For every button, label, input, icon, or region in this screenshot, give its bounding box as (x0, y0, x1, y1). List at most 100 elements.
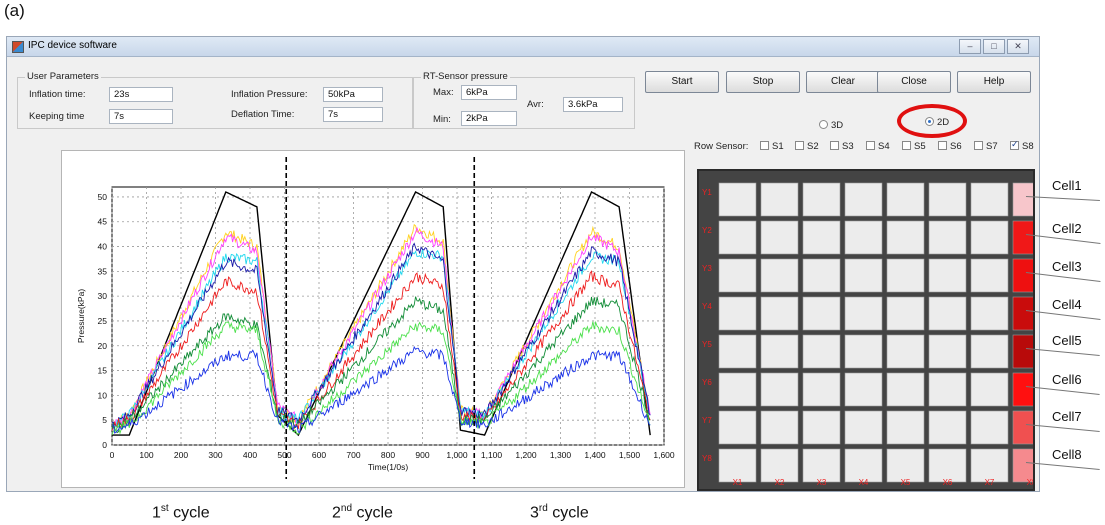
checkbox-box (1010, 139, 1019, 150)
heatmap-cell (718, 258, 757, 293)
heatmap-cell (928, 182, 967, 217)
checkbox-box (938, 141, 947, 150)
row-sensor-checkbox-s8[interactable]: S8 (1010, 139, 1034, 152)
series-line-5 (111, 242, 651, 429)
x-tick-label: 1,300 (550, 450, 572, 460)
deflation-time-field[interactable]: 7s (323, 107, 383, 122)
cell-label-1: Cell1 (1052, 178, 1082, 193)
inflation-pressure-field[interactable]: 50kPa (323, 87, 383, 102)
stop-button[interactable]: Stop (726, 71, 800, 93)
row-label: Y1 (702, 188, 712, 197)
heatmap-cell (928, 258, 967, 293)
row-sensor-checkbox-s6[interactable]: S6 (938, 141, 962, 152)
heatmap-cell (760, 372, 799, 407)
heatmap-cell (802, 258, 841, 293)
radio-3d[interactable]: 3D (819, 120, 843, 131)
max-field[interactable]: 6kPa (461, 85, 517, 100)
series-line-6 (111, 270, 651, 431)
x-tick-label: 1,600 (653, 450, 675, 460)
heatmap-cell (718, 448, 757, 483)
y-axis-label: Pressure(kPa) (76, 289, 86, 343)
heatmap-cell (886, 410, 925, 445)
avr-field[interactable]: 3.6kPa (563, 97, 623, 112)
heatmap-cell (760, 182, 799, 217)
row-sensor-checkbox-s1[interactable]: S1 (760, 141, 784, 152)
app-icon (12, 41, 24, 53)
row-label: Y6 (702, 378, 712, 387)
column-label: X2 (775, 478, 785, 487)
heatmap-cell (844, 334, 883, 369)
x-tick-label: 600 (312, 450, 326, 460)
heatmap-cell (718, 182, 757, 217)
heatmap-cell (802, 410, 841, 445)
row-sensor-checkbox-s4[interactable]: S4 (866, 141, 890, 152)
heatmap-cell (760, 296, 799, 331)
heatmap-cell (802, 372, 841, 407)
heatmap-cell (1012, 258, 1033, 293)
heatmap-cell (844, 182, 883, 217)
heatmap-cell (886, 296, 925, 331)
y-tick-label: 10 (98, 390, 108, 400)
checkbox-box (974, 141, 983, 150)
highlight-ring (897, 104, 967, 138)
pressure-chart: 0 100 200 300 400 500 600 700 800 900 1,000 1,100 1,… (76, 157, 675, 479)
heatmap-cell (844, 410, 883, 445)
min-field[interactable]: 2kPa (461, 111, 517, 126)
checkbox-label: S5 (914, 141, 926, 152)
row-sensor-checkbox-s5[interactable]: S5 (902, 141, 926, 152)
clear-button[interactable]: Clear (806, 71, 880, 93)
checkbox-label: S1 (772, 141, 784, 152)
heatmap-frame: Y1 Y2 Y3 Y4 Y5 Y6 Y7 Y8 X1 X2 X3 X4 X5 X6 X7 X8 (697, 169, 1035, 491)
x-tick-label: 1,500 (619, 450, 641, 460)
heatmap-cell (844, 258, 883, 293)
heatmap-cell (1012, 220, 1033, 255)
heatmap-cell (928, 448, 967, 483)
heatmap-cell (718, 220, 757, 255)
inflation-time-field[interactable]: 23s (109, 87, 173, 102)
maximize-button[interactable]: □ (983, 39, 1005, 54)
y-tick-label: 25 (98, 316, 108, 326)
heatmap-cell (886, 334, 925, 369)
radio-3d-indicator (819, 120, 828, 129)
row-sensor-checkbox-s7[interactable]: S7 (974, 141, 998, 152)
heatmap-cell (1012, 334, 1033, 369)
title-bar: IPC device software – □ ✕ (7, 37, 1039, 57)
x-tick-label: 0 (110, 450, 115, 460)
checkbox-box (760, 141, 769, 150)
cell-label-6: Cell6 (1052, 372, 1082, 387)
heatmap-cell (970, 220, 1009, 255)
rt-sensor-group (413, 77, 635, 129)
checkbox-box (795, 141, 804, 150)
app-window: IPC device software – □ ✕ User Parameter… (6, 36, 1040, 492)
heatmap-cell (802, 220, 841, 255)
inflation-time-label: Inflation time: (29, 89, 86, 100)
close-window-button[interactable]: ✕ (1007, 39, 1029, 54)
checkbox-box (866, 141, 875, 150)
heatmap-cell (760, 258, 799, 293)
keeping-time-label: Keeping time (29, 111, 85, 122)
x-axis-label: Time(1/0s) (368, 462, 408, 472)
cell-label-4: Cell4 (1052, 297, 1082, 312)
x-tick-label: 400 (243, 450, 257, 460)
minimize-button[interactable]: – (959, 39, 981, 54)
window-title: IPC device software (28, 40, 117, 51)
row-sensor-checkbox-s3[interactable]: S3 (830, 141, 854, 152)
heatmap-cell (1012, 182, 1033, 217)
x-tick-label: 1,200 (515, 450, 537, 460)
heatmap-cell (1012, 410, 1033, 445)
checkbox-box (830, 141, 839, 150)
heatmap-cell (802, 296, 841, 331)
keeping-time-field[interactable]: 7s (109, 109, 173, 124)
deflation-time-label: Deflation Time: (231, 109, 295, 120)
cell-label-7: Cell7 (1052, 409, 1082, 424)
close-button[interactable]: Close (877, 71, 951, 93)
rt-sensor-title: RT-Sensor pressure (421, 71, 510, 82)
start-button[interactable]: Start (645, 71, 719, 93)
row-sensor-checkbox-s2[interactable]: S2 (795, 141, 819, 152)
x-tick-label: 100 (139, 450, 153, 460)
x-tick-label: 900 (415, 450, 429, 460)
help-button[interactable]: Help (957, 71, 1031, 93)
y-tick-label: 50 (98, 192, 108, 202)
heatmap-cell (718, 334, 757, 369)
figure-label: (a) (4, 1, 25, 20)
